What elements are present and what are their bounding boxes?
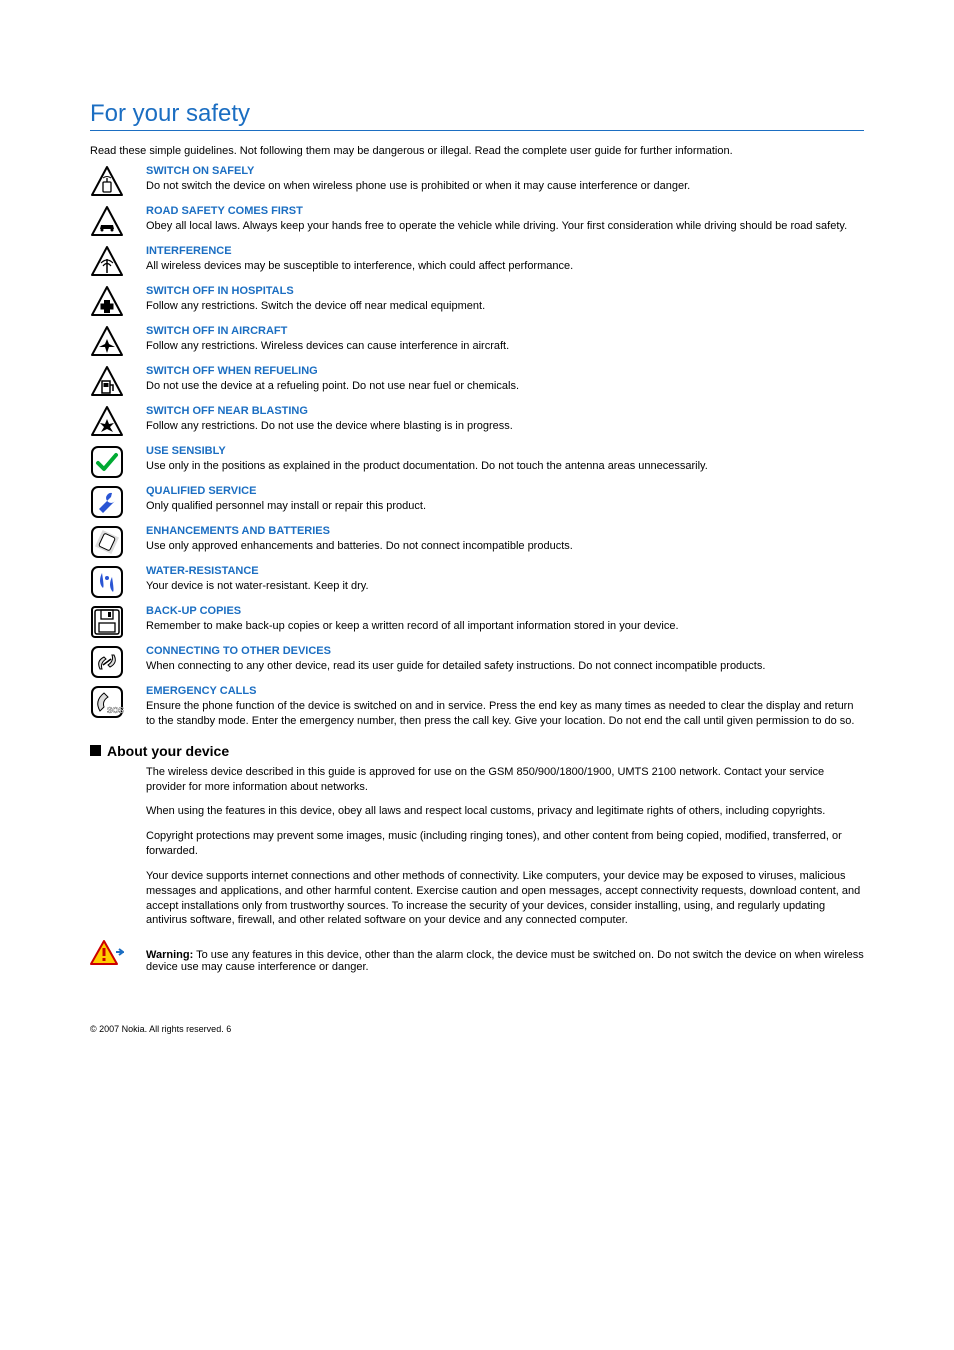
item-text: All wireless devices may be susceptible … xyxy=(146,259,864,274)
item-body: WATER-RESISTANCE Your device is not wate… xyxy=(146,565,864,594)
water-icon xyxy=(90,565,146,599)
item-body: EMERGENCY CALLS Ensure the phone functio… xyxy=(146,685,864,729)
about-heading: About your device xyxy=(107,743,229,759)
wrench-icon xyxy=(90,485,146,519)
disk-icon xyxy=(90,605,146,639)
switch-on-icon xyxy=(90,165,146,199)
item-body: ENHANCEMENTS AND BATTERIES Use only appr… xyxy=(146,525,864,554)
item-title: CONNECTING TO OTHER DEVICES xyxy=(146,645,864,657)
safety-item: EMERGENCY CALLS Ensure the phone functio… xyxy=(90,685,864,729)
item-body: CONNECTING TO OTHER DEVICES When connect… xyxy=(146,645,864,674)
warning-body: To use any features in this device, othe… xyxy=(146,949,864,973)
warning-label: Warning: xyxy=(146,949,193,961)
item-title: SWITCH ON SAFELY xyxy=(146,165,864,177)
safety-item: INTERFERENCE All wireless devices may be… xyxy=(90,245,864,279)
safety-item: SWITCH OFF NEAR BLASTING Follow any rest… xyxy=(90,405,864,439)
item-body: INTERFERENCE All wireless devices may be… xyxy=(146,245,864,274)
item-text: When connecting to any other device, rea… xyxy=(146,659,864,674)
page-container: For your safety Read these simple guidel… xyxy=(0,0,954,1074)
footer: © 2007 Nokia. All rights reserved. 6 xyxy=(90,1024,864,1034)
item-body: SWITCH ON SAFELY Do not switch the devic… xyxy=(146,165,864,194)
about-p4: Your device supports internet connection… xyxy=(146,869,864,928)
copyright: © 2007 Nokia. All rights reserved. xyxy=(90,1024,224,1034)
item-body: SWITCH OFF WHEN REFUELING Do not use the… xyxy=(146,365,864,394)
page-title: For your safety xyxy=(90,100,864,131)
safety-item: CONNECTING TO OTHER DEVICES When connect… xyxy=(90,645,864,679)
intro-text: Read these simple guidelines. Not follow… xyxy=(90,145,864,157)
section-bullet xyxy=(90,745,101,756)
safety-item: BACK-UP COPIES Remember to make back-up … xyxy=(90,605,864,639)
warning-row: Warning: To use any features in this dev… xyxy=(90,938,864,984)
safety-item: SWITCH OFF WHEN REFUELING Do not use the… xyxy=(90,365,864,399)
item-title: USE SENSIBLY xyxy=(146,445,864,457)
interference-icon xyxy=(90,245,146,279)
safety-item: SWITCH OFF IN AIRCRAFT Follow any restri… xyxy=(90,325,864,359)
item-body: SWITCH OFF IN HOSPITALS Follow any restr… xyxy=(146,285,864,314)
safety-item: ENHANCEMENTS AND BATTERIES Use only appr… xyxy=(90,525,864,559)
item-text: Ensure the phone function of the device … xyxy=(146,699,864,729)
battery-icon xyxy=(90,525,146,559)
item-text: Follow any restrictions. Do not use the … xyxy=(146,419,864,434)
car-icon xyxy=(90,205,146,239)
fuel-icon xyxy=(90,365,146,399)
about-p1: The wireless device described in this gu… xyxy=(146,765,864,795)
safety-item: QUALIFIED SERVICE Only qualified personn… xyxy=(90,485,864,519)
warning-icon xyxy=(90,938,146,972)
item-body: ROAD SAFETY COMES FIRST Obey all local l… xyxy=(146,205,864,234)
item-body: USE SENSIBLY Use only in the positions a… xyxy=(146,445,864,474)
item-text: Follow any restrictions. Wireless device… xyxy=(146,339,864,354)
item-text: Do not switch the device on when wireles… xyxy=(146,179,864,194)
item-title: EMERGENCY CALLS xyxy=(146,685,864,697)
item-text: Your device is not water-resistant. Keep… xyxy=(146,579,864,594)
item-title: ENHANCEMENTS AND BATTERIES xyxy=(146,525,864,537)
item-text: Use only approved enhancements and batte… xyxy=(146,539,864,554)
safety-item: WATER-RESISTANCE Your device is not wate… xyxy=(90,565,864,599)
item-body: BACK-UP COPIES Remember to make back-up … xyxy=(146,605,864,634)
sos-icon xyxy=(90,685,146,719)
item-title: WATER-RESISTANCE xyxy=(146,565,864,577)
item-text: Obey all local laws. Always keep your ha… xyxy=(146,219,864,234)
item-title: INTERFERENCE xyxy=(146,245,864,257)
item-text: Follow any restrictions. Switch the devi… xyxy=(146,299,864,314)
item-body: QUALIFIED SERVICE Only qualified personn… xyxy=(146,485,864,514)
item-title: SWITCH OFF IN AIRCRAFT xyxy=(146,325,864,337)
item-title: BACK-UP COPIES xyxy=(146,605,864,617)
about-body: The wireless device described in this gu… xyxy=(90,765,864,929)
about-p3: Copyright protections may prevent some i… xyxy=(146,829,864,859)
page-number: 6 xyxy=(226,1024,231,1034)
item-title: SWITCH OFF WHEN REFUELING xyxy=(146,365,864,377)
item-body: SWITCH OFF IN AIRCRAFT Follow any restri… xyxy=(146,325,864,354)
safety-item: ROAD SAFETY COMES FIRST Obey all local l… xyxy=(90,205,864,239)
connect-icon xyxy=(90,645,146,679)
hospital-icon xyxy=(90,285,146,319)
item-text: Use only in the positions as explained i… xyxy=(146,459,864,474)
item-title: SWITCH OFF NEAR BLASTING xyxy=(146,405,864,417)
item-text: Remember to make back-up copies or keep … xyxy=(146,619,864,634)
safety-item: USE SENSIBLY Use only in the positions a… xyxy=(90,445,864,479)
item-text: Only qualified personnel may install or … xyxy=(146,499,864,514)
item-text: Do not use the device at a refueling poi… xyxy=(146,379,864,394)
item-body: SWITCH OFF NEAR BLASTING Follow any rest… xyxy=(146,405,864,434)
item-title: ROAD SAFETY COMES FIRST xyxy=(146,205,864,217)
safety-item: SWITCH OFF IN HOSPITALS Follow any restr… xyxy=(90,285,864,319)
warning-text: Warning: To use any features in this dev… xyxy=(146,949,864,973)
safety-items-list: SWITCH ON SAFELY Do not switch the devic… xyxy=(90,165,864,729)
blast-icon xyxy=(90,405,146,439)
check-icon xyxy=(90,445,146,479)
safety-item: SWITCH ON SAFELY Do not switch the devic… xyxy=(90,165,864,199)
about-section-header: About your device xyxy=(90,743,864,759)
about-p2: When using the features in this device, … xyxy=(146,804,864,819)
item-title: QUALIFIED SERVICE xyxy=(146,485,864,497)
item-title: SWITCH OFF IN HOSPITALS xyxy=(146,285,864,297)
aircraft-icon xyxy=(90,325,146,359)
